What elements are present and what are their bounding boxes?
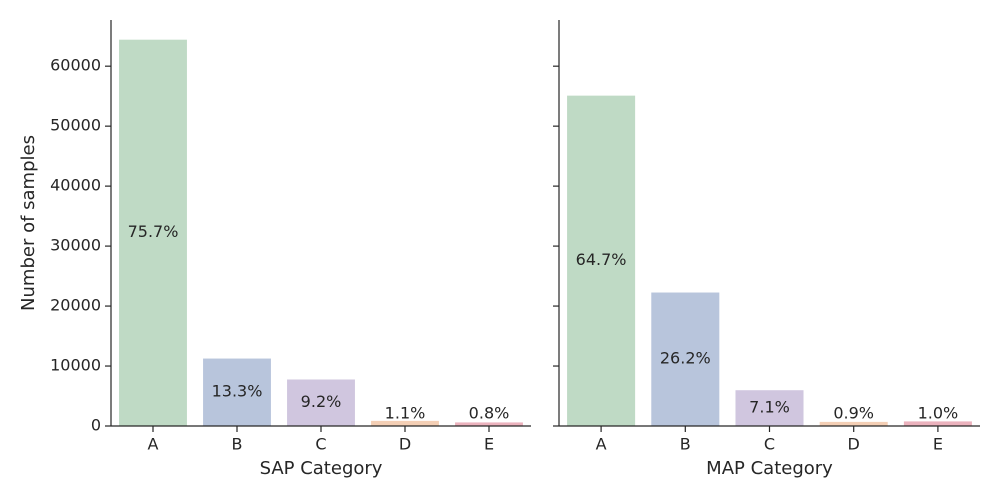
x-tick-label: D	[399, 435, 411, 454]
y-tick-label: 10000	[50, 356, 101, 375]
x-tick-label: C	[315, 435, 326, 454]
x-tick-label: C	[764, 435, 775, 454]
x-tick-label: B	[680, 435, 691, 454]
value-label: 0.8%	[469, 404, 510, 423]
value-label: 7.1%	[749, 397, 790, 416]
bar	[454, 421, 524, 427]
y-tick-label: 50000	[50, 116, 101, 135]
y-tick-label: 0	[91, 416, 101, 435]
y-tick-label: 30000	[50, 236, 101, 255]
value-label: 26.2%	[660, 349, 711, 368]
x-tick-label: A	[148, 435, 159, 454]
value-label: 1.1%	[385, 404, 426, 423]
value-label: 13.3%	[212, 382, 263, 401]
value-label: 75.7%	[128, 222, 179, 241]
bar	[566, 94, 637, 427]
y-tick-label: 60000	[50, 56, 101, 75]
value-label: 0.9%	[833, 404, 874, 423]
y-tick-label: 20000	[50, 296, 101, 315]
y-tick-label: 40000	[50, 176, 101, 195]
x-tick-label: B	[232, 435, 243, 454]
bar	[202, 357, 272, 427]
x-axis-label: SAP Category	[260, 458, 383, 479]
value-label: 1.0%	[918, 404, 959, 423]
value-label: 9.2%	[301, 392, 342, 411]
x-tick-label: D	[848, 435, 860, 454]
value-label: 64.7%	[576, 250, 627, 269]
bar	[650, 291, 721, 427]
x-tick-label: E	[933, 435, 943, 454]
x-axis-label: MAP Category	[706, 458, 833, 479]
x-tick-label: E	[484, 435, 494, 454]
y-axis-label: Number of samples	[18, 135, 39, 311]
x-tick-label: A	[596, 435, 607, 454]
